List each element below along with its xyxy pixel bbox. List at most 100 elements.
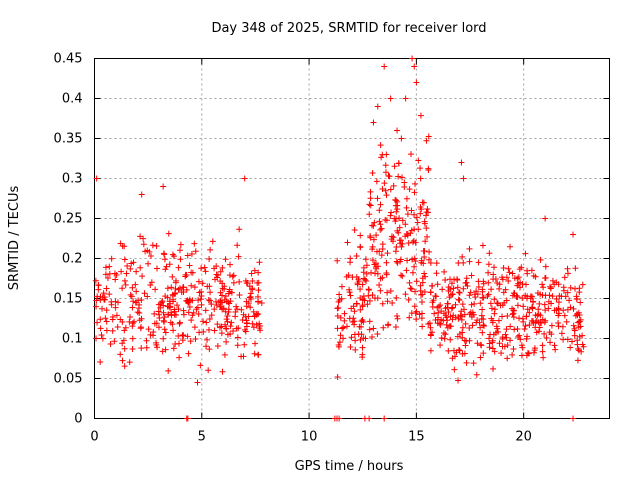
zero-data-point xyxy=(381,415,388,422)
data-point xyxy=(515,274,522,281)
data-point xyxy=(152,286,159,293)
data-point xyxy=(507,323,514,330)
data-point xyxy=(156,311,163,318)
data-point xyxy=(254,310,261,317)
data-point xyxy=(387,212,394,219)
data-point xyxy=(347,292,354,299)
data-point xyxy=(447,336,454,343)
data-point xyxy=(374,295,381,302)
data-point xyxy=(477,341,484,348)
data-point xyxy=(103,285,110,292)
data-point xyxy=(199,280,206,287)
data-point xyxy=(357,306,364,313)
data-point xyxy=(427,289,434,296)
data-point xyxy=(395,160,402,167)
y-tick-label: 0.45 xyxy=(54,52,83,67)
data-point xyxy=(132,281,139,288)
data-point xyxy=(164,285,171,292)
data-point xyxy=(178,289,185,296)
data-point xyxy=(523,281,530,288)
data-point xyxy=(509,292,516,299)
chart-title: Day 348 of 2025, SRMTID for receiver lor… xyxy=(211,21,486,36)
data-point xyxy=(336,291,343,298)
data-point xyxy=(191,284,198,291)
data-point xyxy=(255,269,262,276)
data-point xyxy=(475,284,482,291)
data-point xyxy=(421,254,428,261)
data-point xyxy=(421,270,428,277)
data-point xyxy=(503,274,510,281)
data-point xyxy=(140,241,147,248)
data-point xyxy=(560,307,567,314)
data-point xyxy=(510,314,517,321)
data-point xyxy=(122,281,129,288)
data-point xyxy=(456,347,463,354)
data-point xyxy=(488,305,495,312)
data-point xyxy=(249,286,256,293)
data-point xyxy=(101,294,108,301)
data-point xyxy=(202,307,209,314)
data-point xyxy=(137,233,144,240)
data-point xyxy=(184,297,191,304)
data-point xyxy=(249,320,256,327)
data-point xyxy=(543,334,550,341)
data-point xyxy=(426,320,433,327)
data-point xyxy=(382,169,389,176)
data-point xyxy=(577,299,584,306)
data-point xyxy=(117,316,124,323)
data-point xyxy=(578,348,585,355)
data-point xyxy=(93,175,100,182)
data-point xyxy=(102,315,109,322)
data-point xyxy=(236,226,243,233)
zero-data-point xyxy=(184,415,191,422)
data-point xyxy=(394,227,401,234)
data-point xyxy=(575,309,582,316)
data-point xyxy=(369,292,376,299)
data-point xyxy=(121,363,128,370)
data-point xyxy=(519,344,526,351)
data-point xyxy=(384,289,391,296)
data-point xyxy=(94,293,101,300)
data-point xyxy=(422,238,429,245)
data-point xyxy=(352,346,359,353)
data-point xyxy=(111,338,118,345)
data-point xyxy=(245,313,252,320)
data-point xyxy=(219,368,226,375)
data-point xyxy=(579,281,586,288)
data-point xyxy=(104,275,111,282)
data-point xyxy=(519,280,526,287)
data-point xyxy=(222,308,229,315)
data-point xyxy=(445,288,452,295)
data-point xyxy=(413,214,420,221)
data-point xyxy=(488,286,495,293)
data-point xyxy=(217,324,223,331)
data-point xyxy=(92,277,99,284)
data-point xyxy=(441,335,448,342)
data-point xyxy=(455,259,462,266)
data-point xyxy=(523,335,530,342)
data-point xyxy=(119,285,126,292)
data-point xyxy=(500,289,507,296)
data-point xyxy=(546,292,553,299)
data-point xyxy=(238,306,245,313)
data-point xyxy=(539,281,546,288)
data-point xyxy=(224,312,231,319)
data-point xyxy=(157,304,164,311)
data-point xyxy=(161,256,168,263)
data-point xyxy=(415,157,422,164)
data-point xyxy=(455,346,462,353)
data-point xyxy=(378,225,385,232)
data-point xyxy=(384,298,391,305)
data-point xyxy=(383,151,390,158)
data-point xyxy=(376,218,383,225)
data-point xyxy=(413,316,420,323)
data-point xyxy=(394,127,401,134)
data-point xyxy=(145,260,152,267)
data-point xyxy=(437,342,444,349)
data-point xyxy=(376,281,383,288)
data-point xyxy=(433,260,440,267)
data-point xyxy=(161,313,168,320)
data-point xyxy=(397,272,404,279)
data-point xyxy=(567,344,574,351)
y-tick-label: 0.05 xyxy=(54,372,83,387)
